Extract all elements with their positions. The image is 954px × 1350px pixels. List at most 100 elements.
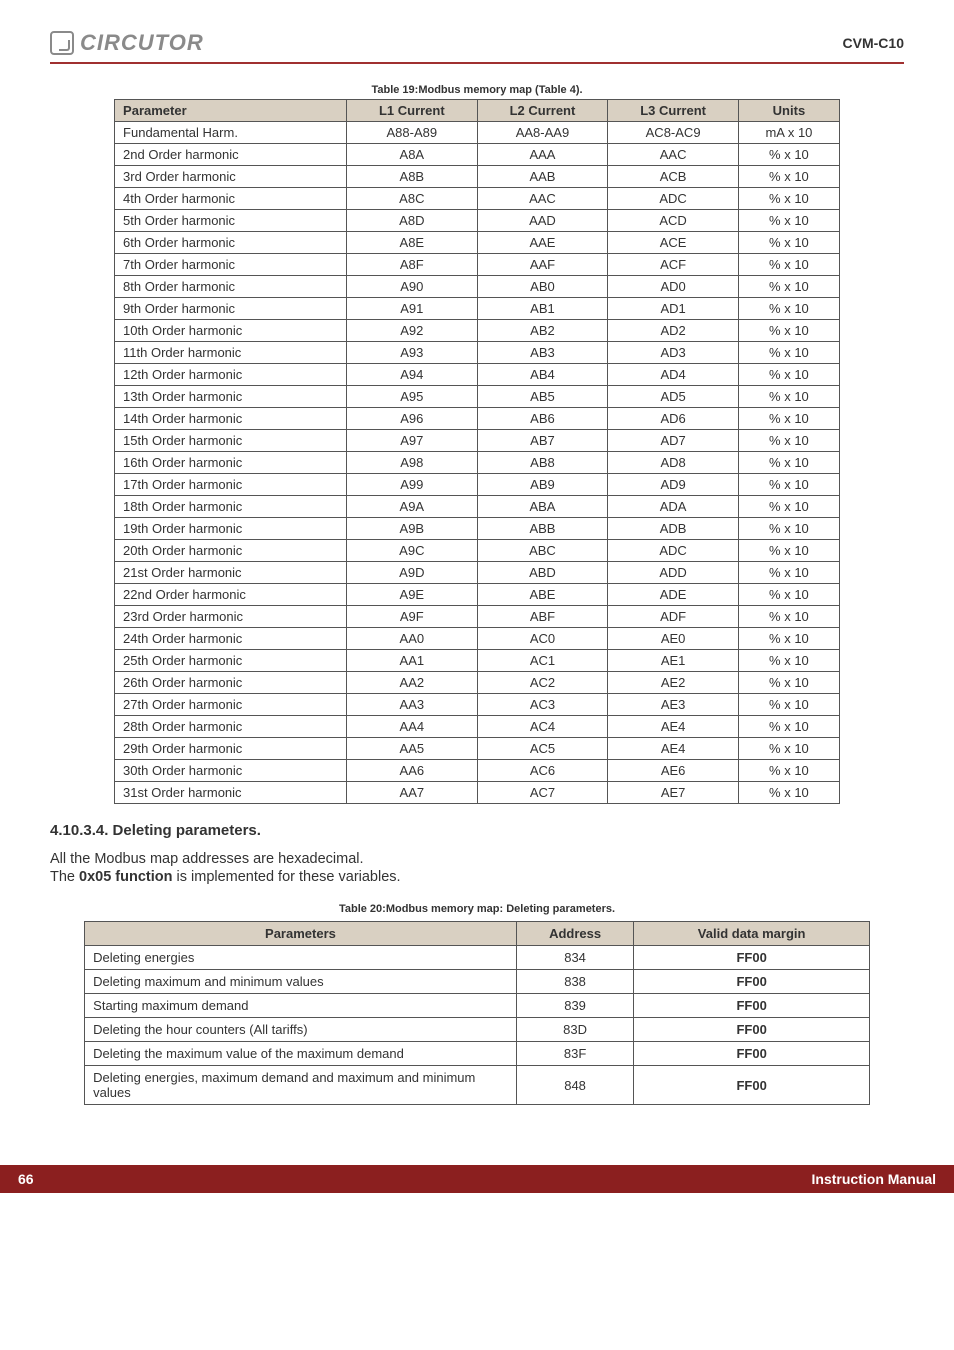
table20-cell: FF00 [634, 1066, 869, 1105]
page-header: CIRCUTOR CVM-C10 [50, 30, 904, 64]
table19-row: 17th Order harmonicA99AB9AD9% x 10 [115, 474, 840, 496]
table19-cell: A97 [347, 430, 478, 452]
table19-cell: AB1 [477, 298, 608, 320]
table19-cell: AA0 [347, 628, 478, 650]
table20-cell: 83D [516, 1018, 634, 1042]
table19-row: 13th Order harmonicA95AB5AD5% x 10 [115, 386, 840, 408]
table19-row: 23rd Order harmonicA9FABFADF% x 10 [115, 606, 840, 628]
table19-cell: AAC [477, 188, 608, 210]
table20-cell: Deleting energies, maximum demand and ma… [85, 1066, 517, 1105]
table19-cell: 23rd Order harmonic [115, 606, 347, 628]
table19-cell: ABF [477, 606, 608, 628]
table19-row: 9th Order harmonicA91AB1AD1% x 10 [115, 298, 840, 320]
table19-cell: ADF [608, 606, 739, 628]
table19-cell: 14th Order harmonic [115, 408, 347, 430]
table19-row: 3rd Order harmonicA8BAABACB% x 10 [115, 166, 840, 188]
table19-cell: A98 [347, 452, 478, 474]
table20-cell: FF00 [634, 1042, 869, 1066]
table19-cell: ACF [608, 254, 739, 276]
table19-cell: A99 [347, 474, 478, 496]
table19-cell: % x 10 [738, 408, 839, 430]
table19-cell: AC5 [477, 738, 608, 760]
table19-row: 26th Order harmonicAA2AC2AE2% x 10 [115, 672, 840, 694]
table19-col-2: L2 Current [477, 100, 608, 122]
table20-row: Deleting the maximum value of the maximu… [85, 1042, 870, 1066]
table19-cell: % x 10 [738, 716, 839, 738]
table20-row: Deleting energies, maximum demand and ma… [85, 1066, 870, 1105]
table19-cell: A96 [347, 408, 478, 430]
table19-cell: AD3 [608, 342, 739, 364]
table19-cell: AE6 [608, 760, 739, 782]
table19-cell: % x 10 [738, 518, 839, 540]
table19-cell: % x 10 [738, 760, 839, 782]
table19-cell: AB3 [477, 342, 608, 364]
table19-cell: 22nd Order harmonic [115, 584, 347, 606]
table19-cell: % x 10 [738, 298, 839, 320]
table19-cell: A9B [347, 518, 478, 540]
table19-col-3: L3 Current [608, 100, 739, 122]
table19-cell: 25th Order harmonic [115, 650, 347, 672]
table19-cell: % x 10 [738, 188, 839, 210]
table19-cell: AA5 [347, 738, 478, 760]
line2-bold: 0x05 function [79, 869, 172, 885]
table19-cell: AE7 [608, 782, 739, 804]
table19-cell: 28th Order harmonic [115, 716, 347, 738]
footer-right: Instruction Manual [812, 1171, 936, 1187]
table19-cell: AC6 [477, 760, 608, 782]
table19-cell: AAF [477, 254, 608, 276]
table19-cell: AD7 [608, 430, 739, 452]
table19-row: 15th Order harmonicA97AB7AD7% x 10 [115, 430, 840, 452]
table20-cell: Starting maximum demand [85, 994, 517, 1018]
table20-row: Deleting energies834FF00 [85, 946, 870, 970]
table19-cell: AC4 [477, 716, 608, 738]
table19-cell: A90 [347, 276, 478, 298]
table19-cell: A9E [347, 584, 478, 606]
table19-cell: ADA [608, 496, 739, 518]
table19-cell: AAA [477, 144, 608, 166]
table19-cell: AC0 [477, 628, 608, 650]
table19-cell: A8A [347, 144, 478, 166]
table20-cell: 834 [516, 946, 634, 970]
table19-cell: AC3 [477, 694, 608, 716]
page-number: 66 [18, 1171, 34, 1187]
table19-cell: AA1 [347, 650, 478, 672]
table20-cell: Deleting maximum and minimum values [85, 970, 517, 994]
table19-cell: % x 10 [738, 694, 839, 716]
table19-row: 16th Order harmonicA98AB8AD8% x 10 [115, 452, 840, 474]
table19-cell: ACD [608, 210, 739, 232]
table20-caption: Table 20:Modbus memory map: Deleting par… [50, 903, 904, 915]
table20-col-0: Parameters [85, 922, 517, 946]
table19-cell: ADE [608, 584, 739, 606]
body-line-1: All the Modbus map addresses are hexadec… [50, 851, 904, 867]
table19-cell: AD5 [608, 386, 739, 408]
table19-cell: 4th Order harmonic [115, 188, 347, 210]
table19-cell: AAD [477, 210, 608, 232]
table19-cell: AD8 [608, 452, 739, 474]
table19-row: 10th Order harmonicA92AB2AD2% x 10 [115, 320, 840, 342]
table19-cell: A8E [347, 232, 478, 254]
table19-cell: AAC [608, 144, 739, 166]
table19-cell: AC1 [477, 650, 608, 672]
table19-cell: 29th Order harmonic [115, 738, 347, 760]
table20-cell: 839 [516, 994, 634, 1018]
deleting-parameters-table: ParametersAddressValid data margin Delet… [84, 921, 870, 1105]
table19-row: 19th Order harmonicA9BABBADB% x 10 [115, 518, 840, 540]
table19-cell: 15th Order harmonic [115, 430, 347, 452]
table19-cell: AAE [477, 232, 608, 254]
table19-row: 31st Order harmonicAA7AC7AE7% x 10 [115, 782, 840, 804]
table19-row: 8th Order harmonicA90AB0AD0% x 10 [115, 276, 840, 298]
table19-cell: A93 [347, 342, 478, 364]
table19-cell: AA8-AA9 [477, 122, 608, 144]
table19-cell: 27th Order harmonic [115, 694, 347, 716]
table19-cell: AC7 [477, 782, 608, 804]
section-heading: 4.10.3.4. Deleting parameters. [50, 822, 904, 839]
table19-cell: 2nd Order harmonic [115, 144, 347, 166]
table19-cell: AD0 [608, 276, 739, 298]
table20-row: Starting maximum demand839FF00 [85, 994, 870, 1018]
table19-cell: 6th Order harmonic [115, 232, 347, 254]
table19-cell: 16th Order harmonic [115, 452, 347, 474]
table19-row: 21st Order harmonicA9DABDADD% x 10 [115, 562, 840, 584]
table20-cell: FF00 [634, 970, 869, 994]
table19-cell: % x 10 [738, 474, 839, 496]
table19-cell: 18th Order harmonic [115, 496, 347, 518]
